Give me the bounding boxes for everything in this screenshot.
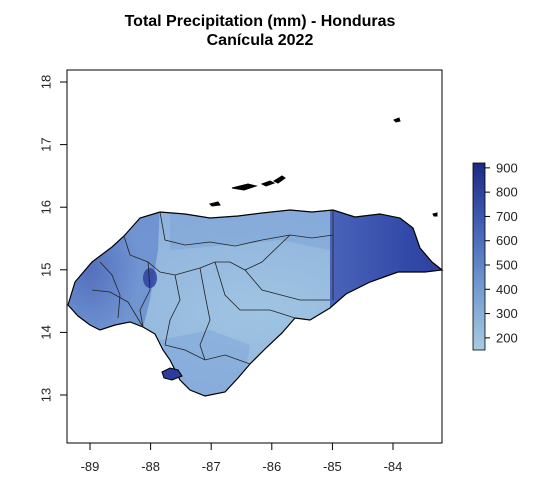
x-axis: -89 -88 -87 -86 -85 -84 <box>81 443 403 474</box>
x-tick-label: -88 <box>141 459 160 474</box>
legend-tick-label: 500 <box>496 258 518 273</box>
legend-colorbar <box>472 162 486 351</box>
honduras-raster <box>68 210 442 396</box>
y-tick-label: 16 <box>38 200 53 214</box>
y-tick-label: 15 <box>38 263 53 277</box>
legend-tick-label: 200 <box>496 330 518 345</box>
gulf-islands <box>161 367 183 381</box>
y-tick-label: 14 <box>38 325 53 339</box>
y-axis: 13 14 15 16 17 18 <box>38 75 67 402</box>
map-subtitle: Canícula 2022 <box>206 32 314 49</box>
department-borders <box>91 210 334 365</box>
legend-tick-label: 900 <box>496 160 518 175</box>
x-tick-label: -89 <box>81 459 100 474</box>
y-tick-label: 18 <box>38 75 53 89</box>
x-tick-label: -85 <box>323 459 342 474</box>
bay-islands <box>209 117 438 217</box>
plot-frame <box>66 69 443 444</box>
x-tick-label: -84 <box>384 459 403 474</box>
y-tick-label: 13 <box>38 388 53 402</box>
x-tick-label: -86 <box>262 459 281 474</box>
legend-tick-label: 300 <box>496 306 518 321</box>
country-outline <box>67 209 444 397</box>
legend-tick-label: 700 <box>496 209 518 224</box>
legend-tick-label: 600 <box>496 233 518 248</box>
y-tick-label: 17 <box>38 137 53 151</box>
legend-tick-label: 800 <box>496 185 518 200</box>
legend: 900 800 700 600 500 400 300 200 <box>485 160 518 345</box>
x-tick-label: -87 <box>202 459 221 474</box>
map-title: Total Precipitation (mm) - Honduras <box>124 13 396 30</box>
legend-tick-label: 400 <box>496 282 518 297</box>
